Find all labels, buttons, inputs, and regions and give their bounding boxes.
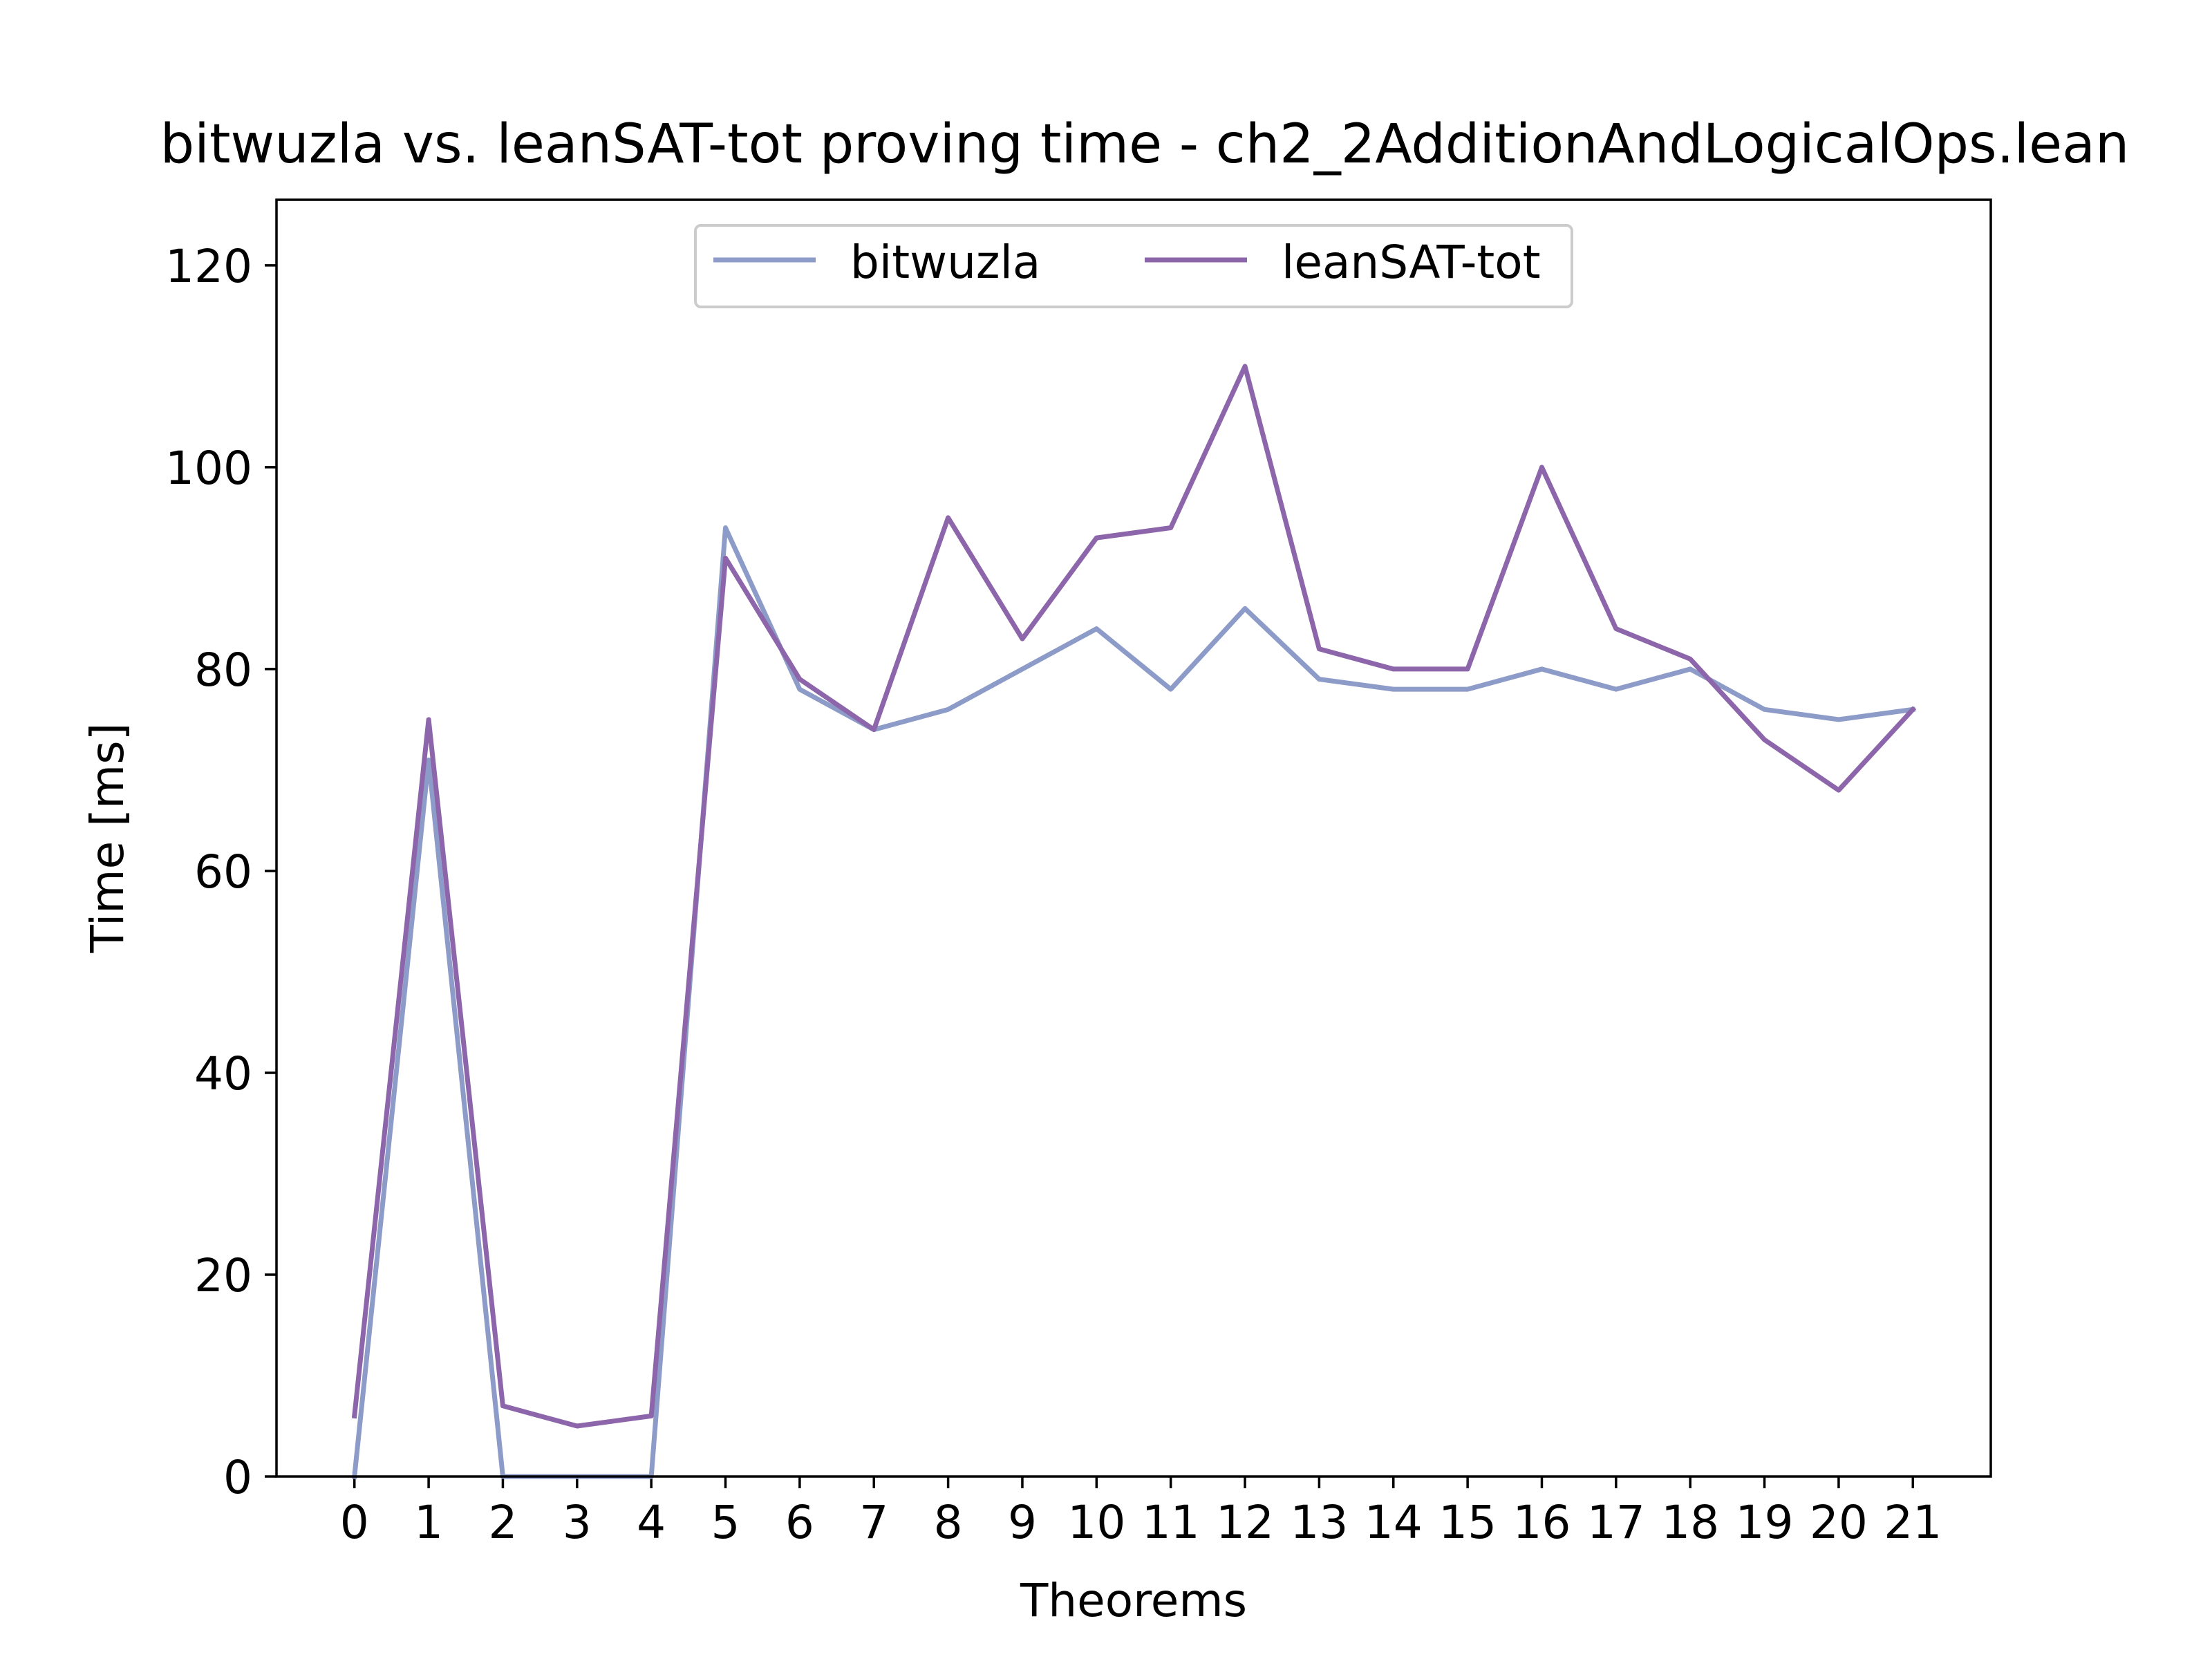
legend: bitwuzla leanSAT-tot [694, 224, 1573, 308]
chart-title: bitwuzla vs. leanSAT-tot proving time - … [160, 113, 2130, 176]
x-tick-label: 7 [859, 1496, 888, 1549]
y-tick-label: 0 [223, 1451, 252, 1504]
x-tick-label: 8 [934, 1496, 963, 1549]
y-tick-label: 100 [165, 442, 252, 495]
x-tick-label: 14 [1365, 1496, 1423, 1549]
y-tick-label: 40 [194, 1047, 252, 1100]
y-tick-label: 80 [194, 644, 252, 697]
legend-label-bitwuzla: bitwuzla [850, 236, 1040, 289]
y-tick-label: 20 [194, 1249, 252, 1302]
legend-label-leansat-tot: leanSAT-tot [1282, 236, 1541, 289]
x-tick-label: 20 [1810, 1496, 1868, 1549]
x-axis-label: Theorems [1020, 1574, 1247, 1627]
x-tick-label: 13 [1290, 1496, 1348, 1549]
y-tick-label: 120 [165, 240, 252, 293]
x-tick-label: 11 [1142, 1496, 1200, 1549]
series-line-leansat-tot [351, 364, 1917, 1429]
y-axis-label: Time [ms] [81, 723, 134, 954]
x-tick-label: 15 [1438, 1496, 1497, 1549]
x-tick-label: 18 [1661, 1496, 1719, 1549]
x-tick-label: 6 [785, 1496, 814, 1549]
x-axis-ticks: 0 1 2 3 4 5 6 7 8 9 10 11 12 13 14 15 16 17 18 19 20 21 [340, 1477, 1942, 1549]
y-tick-label: 60 [194, 845, 252, 899]
x-tick-label: 17 [1587, 1496, 1645, 1549]
x-tick-label: 16 [1512, 1496, 1571, 1549]
x-tick-label: 3 [563, 1496, 592, 1549]
plot-frame [275, 198, 1992, 1478]
y-axis-ticks: 0 20 40 60 80 100 120 [165, 240, 276, 1504]
x-tick-label: 10 [1067, 1496, 1125, 1549]
x-tick-label: 5 [711, 1496, 740, 1549]
x-tick-label: 1 [414, 1496, 443, 1549]
x-tick-label: 12 [1216, 1496, 1274, 1549]
legend-box [694, 224, 1573, 308]
x-tick-label: 19 [1736, 1496, 1794, 1549]
x-tick-label: 9 [1008, 1496, 1037, 1549]
plot-area: 0 1 2 3 4 5 6 7 8 9 10 11 12 13 14 15 16 17 18 19 20 21 02040… [165, 198, 1992, 1549]
x-tick-label: 4 [637, 1496, 666, 1549]
x-tick-label: 21 [1884, 1496, 1942, 1549]
x-tick-label: 0 [340, 1496, 369, 1549]
x-tick-label: 2 [488, 1496, 517, 1549]
